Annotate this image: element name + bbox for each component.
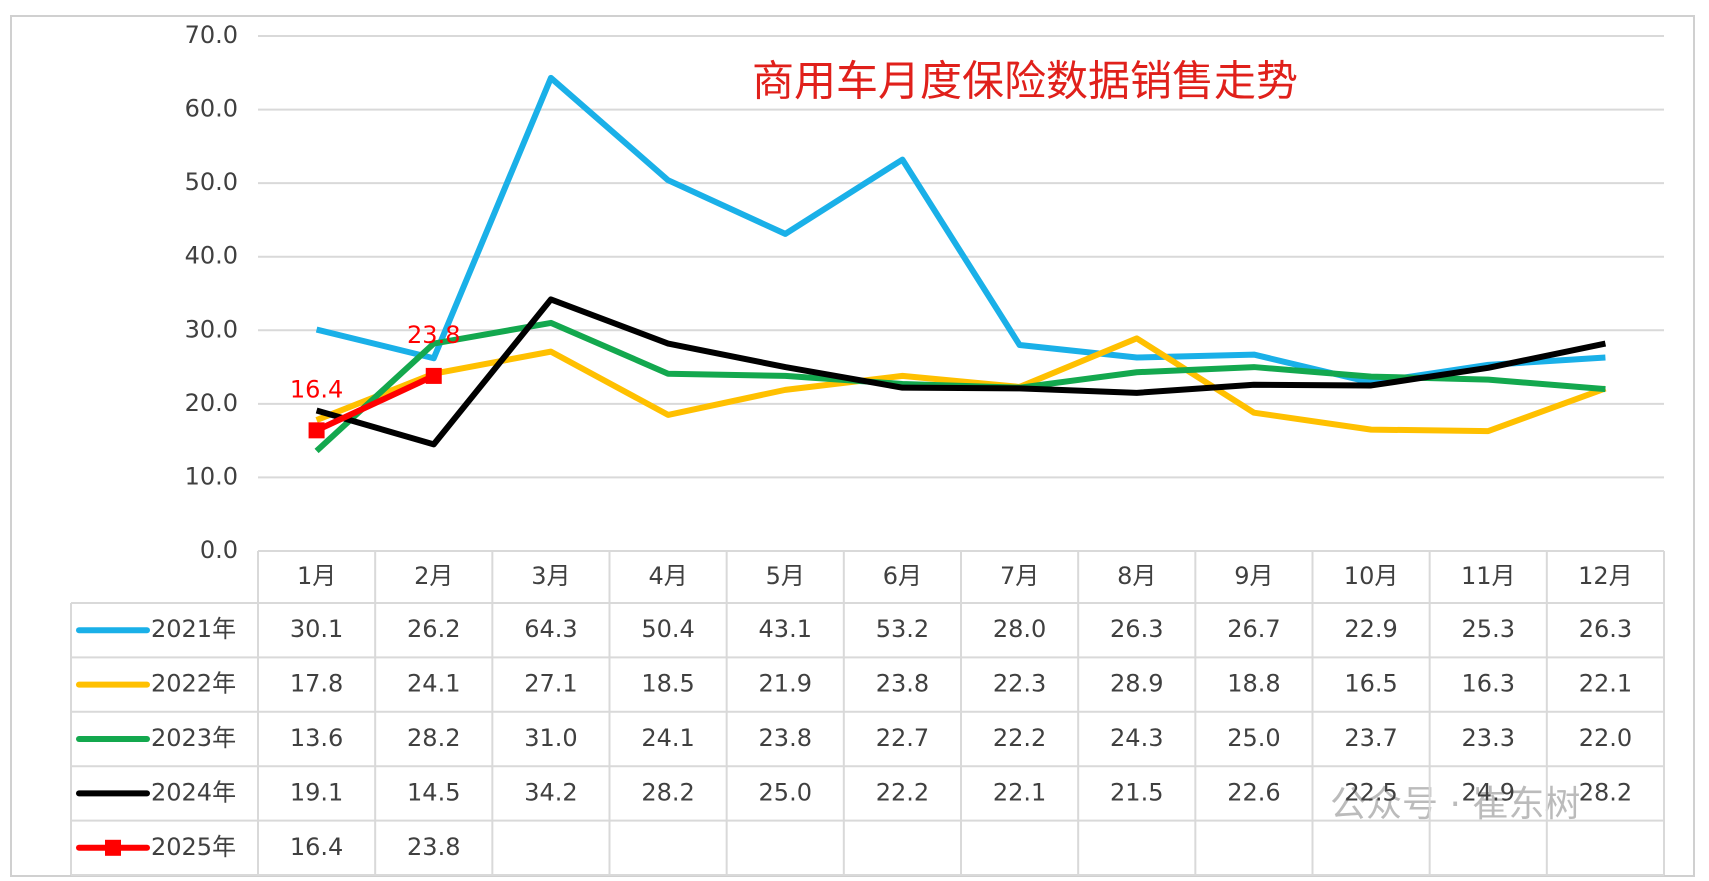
x-tick-label: 12月 (1578, 562, 1633, 590)
table-cell: 21.9 (759, 670, 812, 698)
table-cell: 23.3 (1462, 724, 1515, 752)
x-tick-label: 8月 (1117, 562, 1156, 590)
table-cell: 26.3 (1579, 615, 1632, 643)
table-cell: 23.8 (407, 833, 460, 861)
legend-label: 2022年 (151, 670, 236, 698)
table-cell: 22.9 (1344, 615, 1397, 643)
x-tick-label: 11月 (1461, 562, 1516, 590)
table-cell: 14.5 (407, 778, 460, 806)
table-cell: 28.2 (407, 724, 460, 752)
table-cell: 22.2 (993, 724, 1046, 752)
table-cell: 24.9 (1462, 778, 1515, 806)
table-cell: 18.8 (1227, 670, 1280, 698)
chart-frame (10, 15, 1695, 877)
table-cell: 16.5 (1344, 670, 1397, 698)
table-cell: 26.3 (1110, 615, 1163, 643)
table-cell: 23.8 (759, 724, 812, 752)
table-cell: 22.5 (1344, 778, 1397, 806)
table-cell: 22.3 (993, 670, 1046, 698)
x-tick-label: 3月 (531, 562, 570, 590)
x-tick-label: 5月 (766, 562, 805, 590)
table-cell: 31.0 (524, 724, 577, 752)
y-tick-label: 10.0 (185, 462, 238, 490)
y-tick-label: 0.0 (200, 536, 238, 564)
table-cell: 30.1 (290, 615, 343, 643)
table-cell: 28.2 (641, 778, 694, 806)
table-cell: 24.3 (1110, 724, 1163, 752)
table-cell: 27.1 (524, 670, 577, 698)
y-tick-label: 60.0 (185, 95, 238, 123)
table-cell: 22.6 (1227, 778, 1280, 806)
table-cell: 24.1 (407, 670, 460, 698)
table-cell: 26.2 (407, 615, 460, 643)
legend-marker (105, 839, 121, 856)
table-cell: 22.1 (1579, 670, 1632, 698)
series-line (315, 335, 1607, 435)
table-cell: 19.1 (290, 778, 343, 806)
table-cell: 23.8 (876, 670, 929, 698)
legend-label: 2021年 (151, 615, 236, 643)
table-cell: 25.0 (759, 778, 812, 806)
data-label: 23.8 (407, 321, 460, 349)
table-cell: 13.6 (290, 724, 343, 752)
data-label: 16.4 (290, 375, 343, 403)
table-cell: 28.9 (1110, 670, 1163, 698)
table-cell: 53.2 (876, 615, 929, 643)
x-tick-label: 6月 (883, 562, 922, 590)
x-tick-label: 9月 (1234, 562, 1273, 590)
table-cell: 16.4 (290, 833, 343, 861)
table-cell: 22.1 (993, 778, 1046, 806)
table-cell: 16.3 (1462, 670, 1515, 698)
x-tick-label: 7月 (1000, 562, 1039, 590)
y-tick-label: 70.0 (185, 21, 238, 49)
table-cell: 25.3 (1462, 615, 1515, 643)
table-cell: 64.3 (524, 615, 577, 643)
table-cell: 28.2 (1579, 778, 1632, 806)
table-cell: 17.8 (290, 670, 343, 698)
x-tick-label: 1月 (297, 562, 336, 590)
table-cell: 24.1 (641, 724, 694, 752)
legend-label: 2025年 (151, 833, 236, 861)
x-tick-label: 2月 (414, 562, 453, 590)
table-cell: 43.1 (759, 615, 812, 643)
series-line (315, 373, 436, 434)
series-line (315, 296, 1607, 448)
marker (425, 367, 442, 384)
watermark: 公众号 · 崔东树 (1330, 784, 1580, 825)
table-cell: 22.0 (1579, 724, 1632, 752)
table-cell: 21.5 (1110, 778, 1163, 806)
chart-title: 商用车月度保险数据销售走势 (752, 57, 1298, 106)
table-cell: 22.2 (876, 778, 929, 806)
table-cell: 34.2 (524, 778, 577, 806)
table-cell: 18.5 (641, 670, 694, 698)
y-tick-label: 50.0 (185, 168, 238, 196)
table-cell: 50.4 (641, 615, 694, 643)
table-cell: 23.7 (1344, 724, 1397, 752)
table-cell: 25.0 (1227, 724, 1280, 752)
table-cell: 22.7 (876, 724, 929, 752)
legend-label: 2024年 (151, 778, 236, 806)
y-tick-label: 20.0 (185, 389, 238, 417)
x-tick-label: 4月 (648, 562, 687, 590)
y-tick-label: 30.0 (185, 315, 238, 343)
legend-label: 2023年 (151, 724, 236, 752)
series-line (315, 74, 1606, 386)
table-cell: 28.0 (993, 615, 1046, 643)
table-cell: 26.7 (1227, 615, 1280, 643)
marker (308, 422, 325, 439)
y-tick-label: 40.0 (185, 242, 238, 270)
x-tick-label: 10月 (1344, 562, 1399, 590)
